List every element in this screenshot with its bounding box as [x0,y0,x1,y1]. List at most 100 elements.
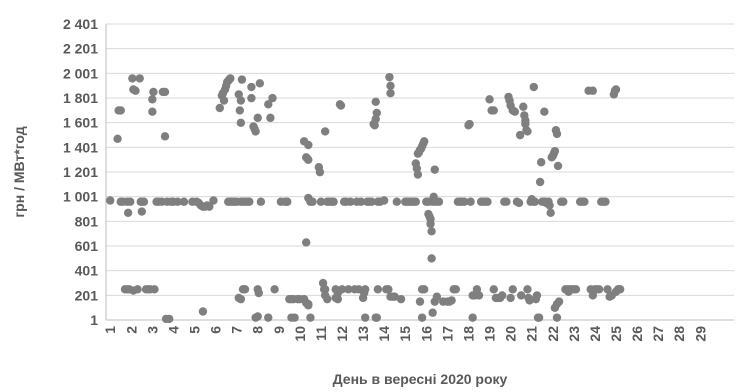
data-point [601,197,610,206]
y-tick-label: 401 [75,263,99,279]
data-point [316,197,326,206]
data-point [126,197,135,206]
data-point [346,197,355,206]
data-point [148,95,157,104]
y-tick-label: 601 [75,238,99,254]
data-point [571,285,581,294]
data-point [508,285,517,294]
x-axis-title: День в вересні 2020 року [333,371,508,387]
x-tick-label: 15 [397,326,413,342]
y-tick-label: 2 001 [63,65,98,81]
y-axis-ticks: 1 201 401 601 801 1 001 1 201 1 401 1 601 1 801 2 … [63,16,98,328]
data-point [240,285,250,294]
data-point [485,95,494,104]
data-point [139,197,149,206]
data-point [304,155,313,164]
data-point [344,285,353,294]
x-tick-label: 12 [334,326,350,342]
data-point [559,197,568,206]
data-point [530,197,540,206]
y-tick-label: 201 [75,287,99,303]
data-point [253,312,262,321]
data-point [529,82,538,92]
x-tick-label: 10 [292,326,308,342]
x-tick-label: 1 [102,326,118,334]
data-point [371,97,380,107]
data-point [611,85,621,94]
data-point [128,74,137,83]
data-point [430,165,439,174]
data-point [173,197,182,206]
data-point [534,313,544,322]
data-point [150,285,159,294]
data-point [135,74,144,83]
data-point [427,254,436,263]
y-tick-label: 2 401 [63,16,98,32]
data-point [113,134,122,144]
data-point [594,285,604,294]
data-point [468,313,477,322]
data-point [235,106,245,115]
data-point [386,81,395,90]
data-point [302,238,311,247]
data-point [254,288,263,298]
data-point [372,108,381,118]
data-point [356,197,366,206]
x-tick-label: 23 [566,326,582,342]
x-tick-label: 28 [671,326,687,342]
data-point [320,285,330,294]
data-point [451,285,461,294]
data-point [367,197,376,206]
data-point [447,296,456,305]
data-point [304,301,313,310]
data-point [205,202,214,211]
data-point [466,197,475,206]
x-tick-label: 3 [144,326,160,334]
data-point [386,88,395,98]
data-point [523,127,532,136]
data-point [116,106,125,115]
x-tick-label: 24 [587,326,603,342]
data-point [427,227,436,236]
data-point [616,285,625,294]
data-point [552,129,562,139]
x-tick-label: 4 [165,326,181,334]
data-point [603,285,612,294]
data-point [515,130,525,140]
data-point [268,93,277,103]
data-point [336,101,346,110]
x-tick-label: 13 [355,326,371,342]
data-point [137,207,147,216]
data-point [226,74,235,83]
y-tick-label: 1 401 [63,139,98,155]
data-point [474,291,484,300]
data-point [236,96,246,105]
data-point [165,314,174,324]
data-point [497,291,507,300]
data-point [253,113,262,123]
data-point [266,113,275,123]
data-point [384,285,393,294]
x-tick-label: 18 [460,326,476,342]
data-point [396,294,406,304]
y-tick-label: 1 801 [63,90,98,106]
data-point [428,308,437,317]
data-point [304,140,313,150]
data-point [160,132,170,141]
data-point [256,197,266,206]
data-point [426,219,435,229]
data-point [209,196,218,205]
data-point [540,107,549,116]
data-point [236,118,246,127]
data-point [483,197,492,206]
x-axis-ticks: 1 2 3 4 5 6 7 8 9 10 11 12 13 14 15 16 17 18 19 20 21 22 23 24 2… [102,326,708,342]
data-point [198,307,208,316]
data-point [535,177,545,187]
data-point [264,313,273,322]
data-point [392,197,402,206]
data-point [373,285,383,294]
data-point [333,294,343,304]
data-point [510,107,520,116]
x-tick-label: 25 [608,326,624,342]
